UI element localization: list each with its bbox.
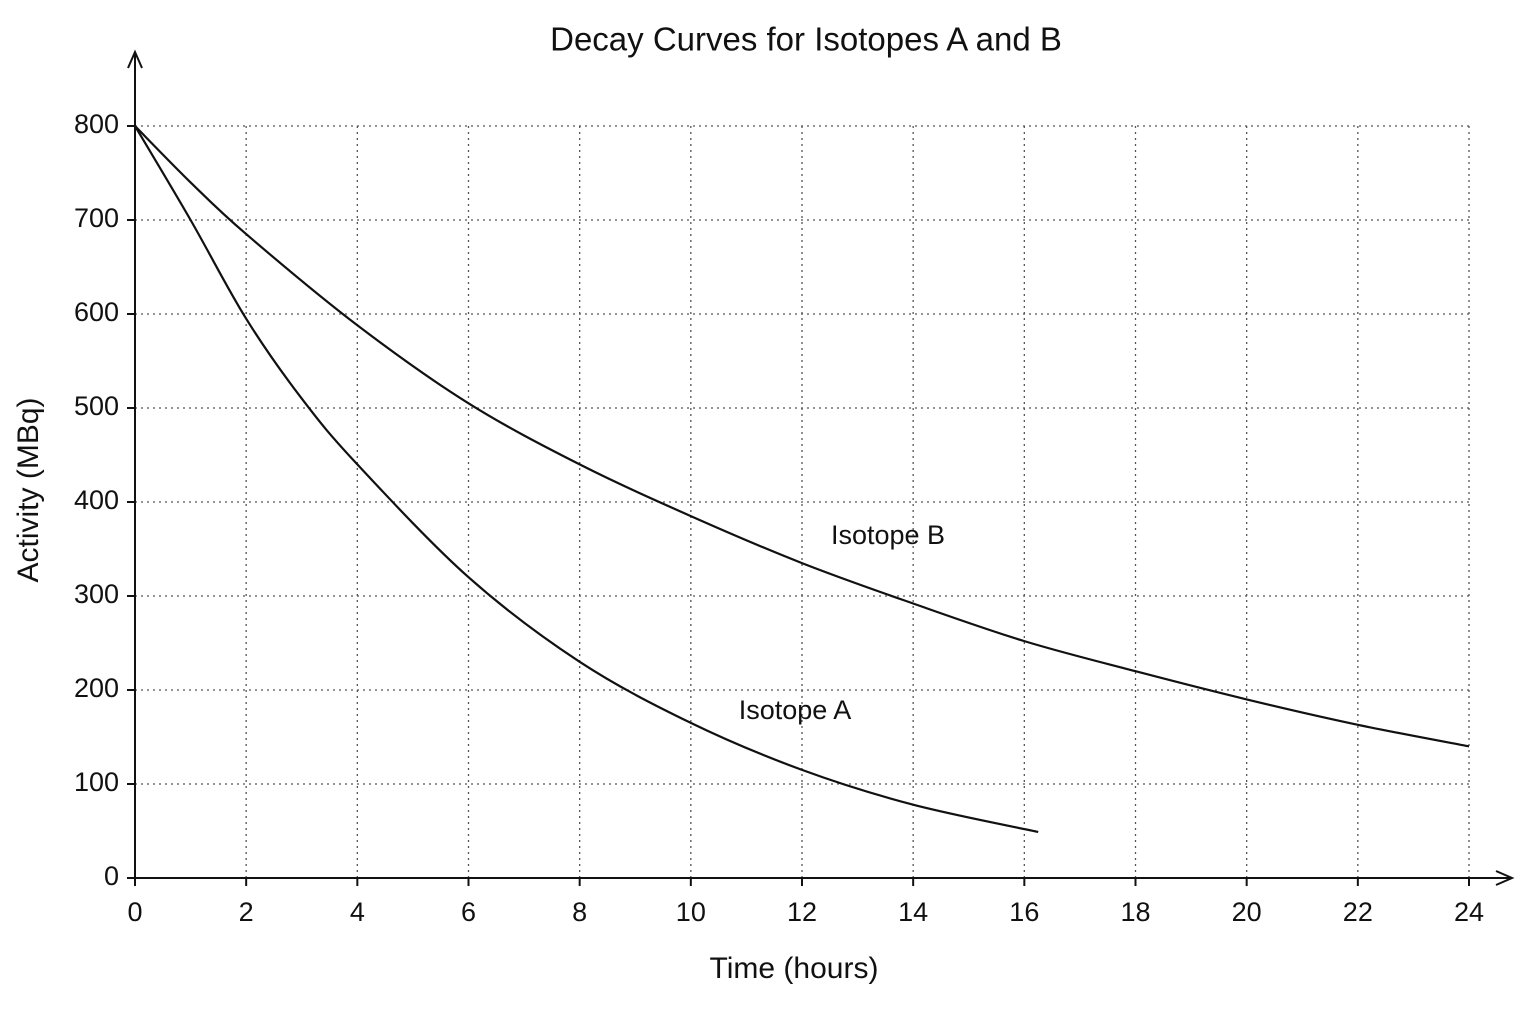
x-tick-label: 0 bbox=[127, 897, 142, 927]
x-tick-label: 24 bbox=[1454, 897, 1484, 927]
x-tick-label: 10 bbox=[676, 897, 706, 927]
y-tick-label: 0 bbox=[104, 861, 119, 891]
decay-curve bbox=[134, 125, 1470, 748]
y-axis bbox=[127, 49, 143, 878]
x-tick-label: 18 bbox=[1120, 897, 1150, 927]
y-tick-label: 100 bbox=[74, 767, 119, 797]
x-tick-label: 6 bbox=[461, 897, 476, 927]
x-tick-label: 4 bbox=[350, 897, 365, 927]
x-axis-label: Time (hours) bbox=[710, 952, 879, 985]
series-label: Isotope A bbox=[739, 695, 852, 725]
y-tick-label: 500 bbox=[74, 391, 119, 421]
x-axis bbox=[135, 870, 1515, 886]
x-tick-label: 20 bbox=[1232, 897, 1262, 927]
y-tick-label: 600 bbox=[74, 297, 119, 327]
series-label: Isotope B bbox=[831, 520, 945, 550]
x-tick-label: 16 bbox=[1009, 897, 1039, 927]
chart-title: Decay Curves for Isotopes A and B bbox=[550, 21, 1062, 58]
y-tick-label: 400 bbox=[74, 485, 119, 515]
x-tick-label: 14 bbox=[898, 897, 928, 927]
y-axis-label: Activity (MBq) bbox=[12, 397, 45, 582]
x-tick-label: 8 bbox=[572, 897, 587, 927]
y-tick-label: 800 bbox=[74, 109, 119, 139]
x-tick-label: 12 bbox=[787, 897, 817, 927]
decay-curve bbox=[134, 125, 1039, 834]
x-tick-label: 2 bbox=[239, 897, 254, 927]
x-tick-label: 22 bbox=[1343, 897, 1373, 927]
y-tick-label: 700 bbox=[74, 203, 119, 233]
y-tick-label: 200 bbox=[74, 673, 119, 703]
y-tick-label: 300 bbox=[74, 579, 119, 609]
